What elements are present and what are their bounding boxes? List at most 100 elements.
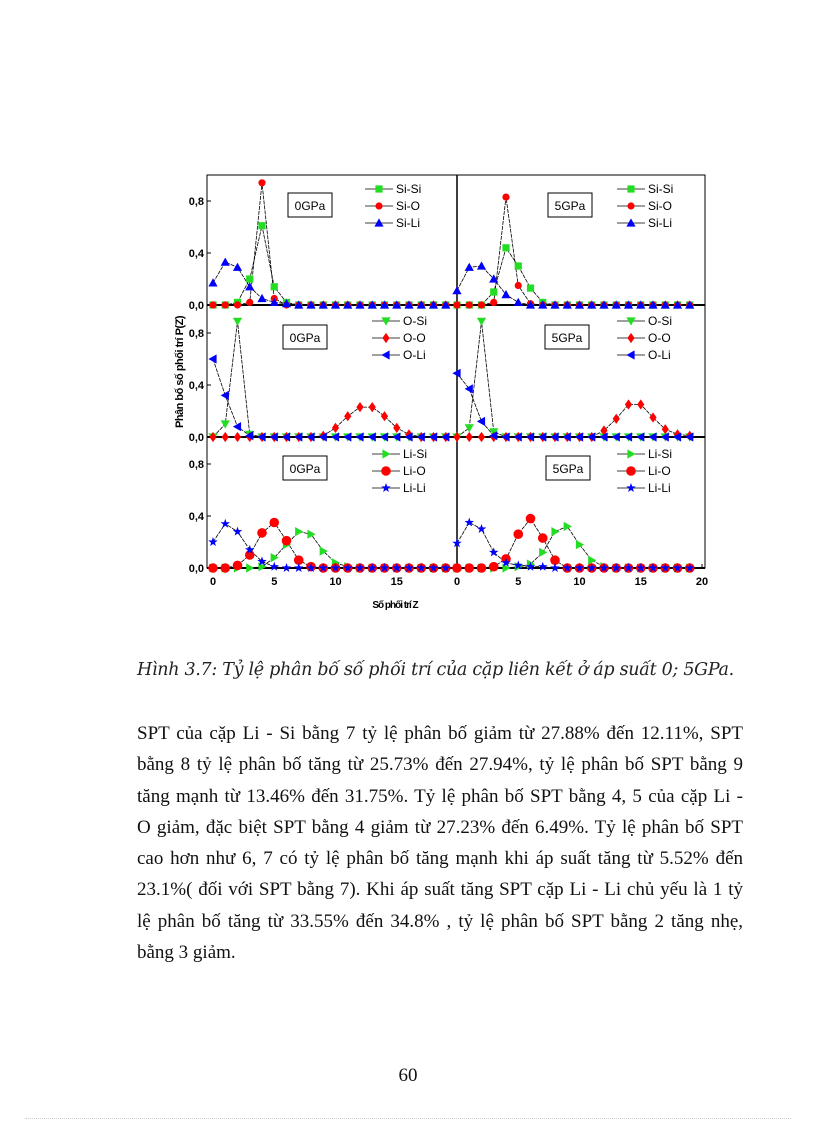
data-point-Si-O: [221, 301, 229, 309]
data-point-Li-Si: [319, 546, 328, 556]
legend-label: Li-Si: [403, 447, 427, 461]
data-point-Si-O: [465, 301, 473, 309]
data-point-O-Li: [257, 432, 266, 442]
legend-label: Si-Li: [396, 216, 420, 230]
data-point-Si-Li: [257, 293, 267, 303]
data-point-O-O: [477, 431, 486, 443]
legend-marker: [381, 317, 391, 326]
legend-label: Si-Li: [648, 216, 672, 230]
paragraph-line: tăng mạnh từ 13.46% đến 31.75%. Tỷ lệ ph…: [137, 785, 743, 807]
series-line-Li-Li: [456, 521, 690, 569]
data-point-O-Li: [232, 422, 242, 432]
y-tick-label: 0,8: [189, 328, 204, 340]
data-point-Li-Li: [269, 561, 279, 571]
data-point-Li-O: [513, 529, 524, 539]
series-line-Si-Li: [456, 265, 690, 306]
x-tick-label: 10: [329, 576, 341, 588]
data-point-Si-Li: [318, 300, 328, 309]
data-point-Li-Li: [562, 563, 572, 572]
data-point-Si-O: [233, 301, 242, 309]
data-point-Li-Si: [539, 547, 548, 557]
pressure-label: 0GPa: [295, 199, 326, 213]
pressure-label-box: [282, 455, 328, 481]
data-point-Si-Li: [232, 262, 243, 271]
data-point-Si-Li: [648, 300, 658, 309]
data-point-O-Li: [367, 432, 376, 442]
data-point-Li-Li: [513, 560, 523, 570]
legend-label: Li-Li: [648, 481, 671, 495]
data-point-Si-Li: [404, 300, 414, 309]
data-point-O-Li: [550, 432, 559, 442]
data-point-O-O: [356, 402, 364, 413]
figure-caption: Hình 3.7: Tỷ lệ phân bố số phối trí của …: [137, 660, 734, 680]
panel-0GPa-row0: 0GPa Si-Si Si-O Si-Li: [208, 179, 451, 309]
y-tick-label: 0,4: [189, 511, 205, 523]
y-axis-label: Phân bố số phối trí P(Z): [174, 315, 186, 428]
legend-marker: [374, 218, 384, 227]
data-point-Li-Li: [574, 563, 585, 572]
data-point-O-Li: [306, 432, 315, 442]
data-point-Si-Si: [270, 283, 278, 291]
data-point-Si-Li: [636, 300, 646, 309]
legend-label: Si-Si: [648, 182, 673, 196]
pressure-label-box: [287, 192, 333, 218]
data-point-O-Li: [245, 431, 254, 441]
data-point-Li-Li: [428, 563, 439, 572]
data-point-O-Si: [464, 424, 474, 433]
data-point-O-O: [649, 412, 657, 423]
data-point-O-Li: [623, 432, 633, 442]
data-point-Li-Li: [379, 563, 390, 572]
data-point-O-O: [453, 431, 461, 443]
data-point-Li-O: [208, 563, 218, 573]
data-point-Li-Li: [660, 563, 670, 572]
legend-marker: [375, 185, 383, 193]
data-point-Li-O: [232, 560, 243, 571]
y-tick-label: 0,0: [189, 432, 204, 444]
data-point-O-Li: [562, 432, 571, 442]
data-point-Li-O: [525, 513, 536, 524]
data-point-Li-Li: [367, 563, 377, 572]
data-point-Li-Li: [550, 563, 560, 572]
legend-label: Li-O: [403, 464, 426, 478]
data-point-O-Li: [269, 432, 278, 442]
pressure-label-box: [547, 192, 593, 218]
data-point-O-Li: [452, 368, 461, 378]
data-point-O-Li: [428, 432, 438, 442]
paragraph-line: lệ phân bố tăng từ 33.55% đến 34.8% , tỷ…: [137, 910, 743, 932]
panel-0GPa-row2: 0GPa Li-Si Li-O Li-Li: [208, 447, 451, 573]
data-point-Si-Li: [587, 300, 597, 309]
paragraph-line: SPT của cặp Li - Si bằng 7 tỷ lệ phân bố…: [137, 723, 743, 744]
data-point-Si-Li: [464, 262, 474, 271]
data-point-Li-Li: [441, 563, 451, 572]
data-point-Li-O: [464, 563, 475, 573]
pressure-label-box: [282, 324, 328, 350]
panel-5GPa-row0: 5GPa Si-Si Si-O Si-Li: [452, 182, 695, 309]
legend-marker: [626, 218, 636, 227]
series-line-Li-Li: [212, 523, 446, 569]
legend-marker: [381, 483, 391, 492]
data-point-Li-Li: [392, 563, 402, 572]
data-point-O-Si: [476, 317, 487, 326]
data-point-O-Li: [672, 432, 682, 442]
data-point-O-Li: [513, 432, 522, 442]
data-point-O-O: [209, 431, 217, 443]
series-line-Si-Si: [457, 246, 690, 306]
data-point-Si-O: [502, 193, 510, 201]
data-point-Li-O: [281, 535, 292, 546]
body-paragraph: SPT của cặp Li - Si bằng 7 tỷ lệ phân bố…: [137, 718, 743, 968]
data-point-O-Li: [489, 431, 498, 441]
data-point-Li-O: [220, 563, 231, 573]
y-tick-label: 0,4: [189, 380, 205, 392]
data-point-Li-O: [452, 563, 462, 573]
data-point-Li-Li: [245, 544, 255, 554]
legend-marker: [627, 332, 635, 344]
data-point-O-Li: [404, 432, 413, 442]
data-point-Li-Li: [220, 518, 230, 528]
legend-marker: [381, 350, 390, 360]
x-axis-label: Số phối trí Z: [372, 599, 418, 611]
legend-marker: [626, 317, 636, 326]
data-point-Li-Li: [685, 563, 695, 572]
data-point-Si-Si: [490, 288, 498, 296]
data-point-Si-Li: [574, 300, 585, 309]
